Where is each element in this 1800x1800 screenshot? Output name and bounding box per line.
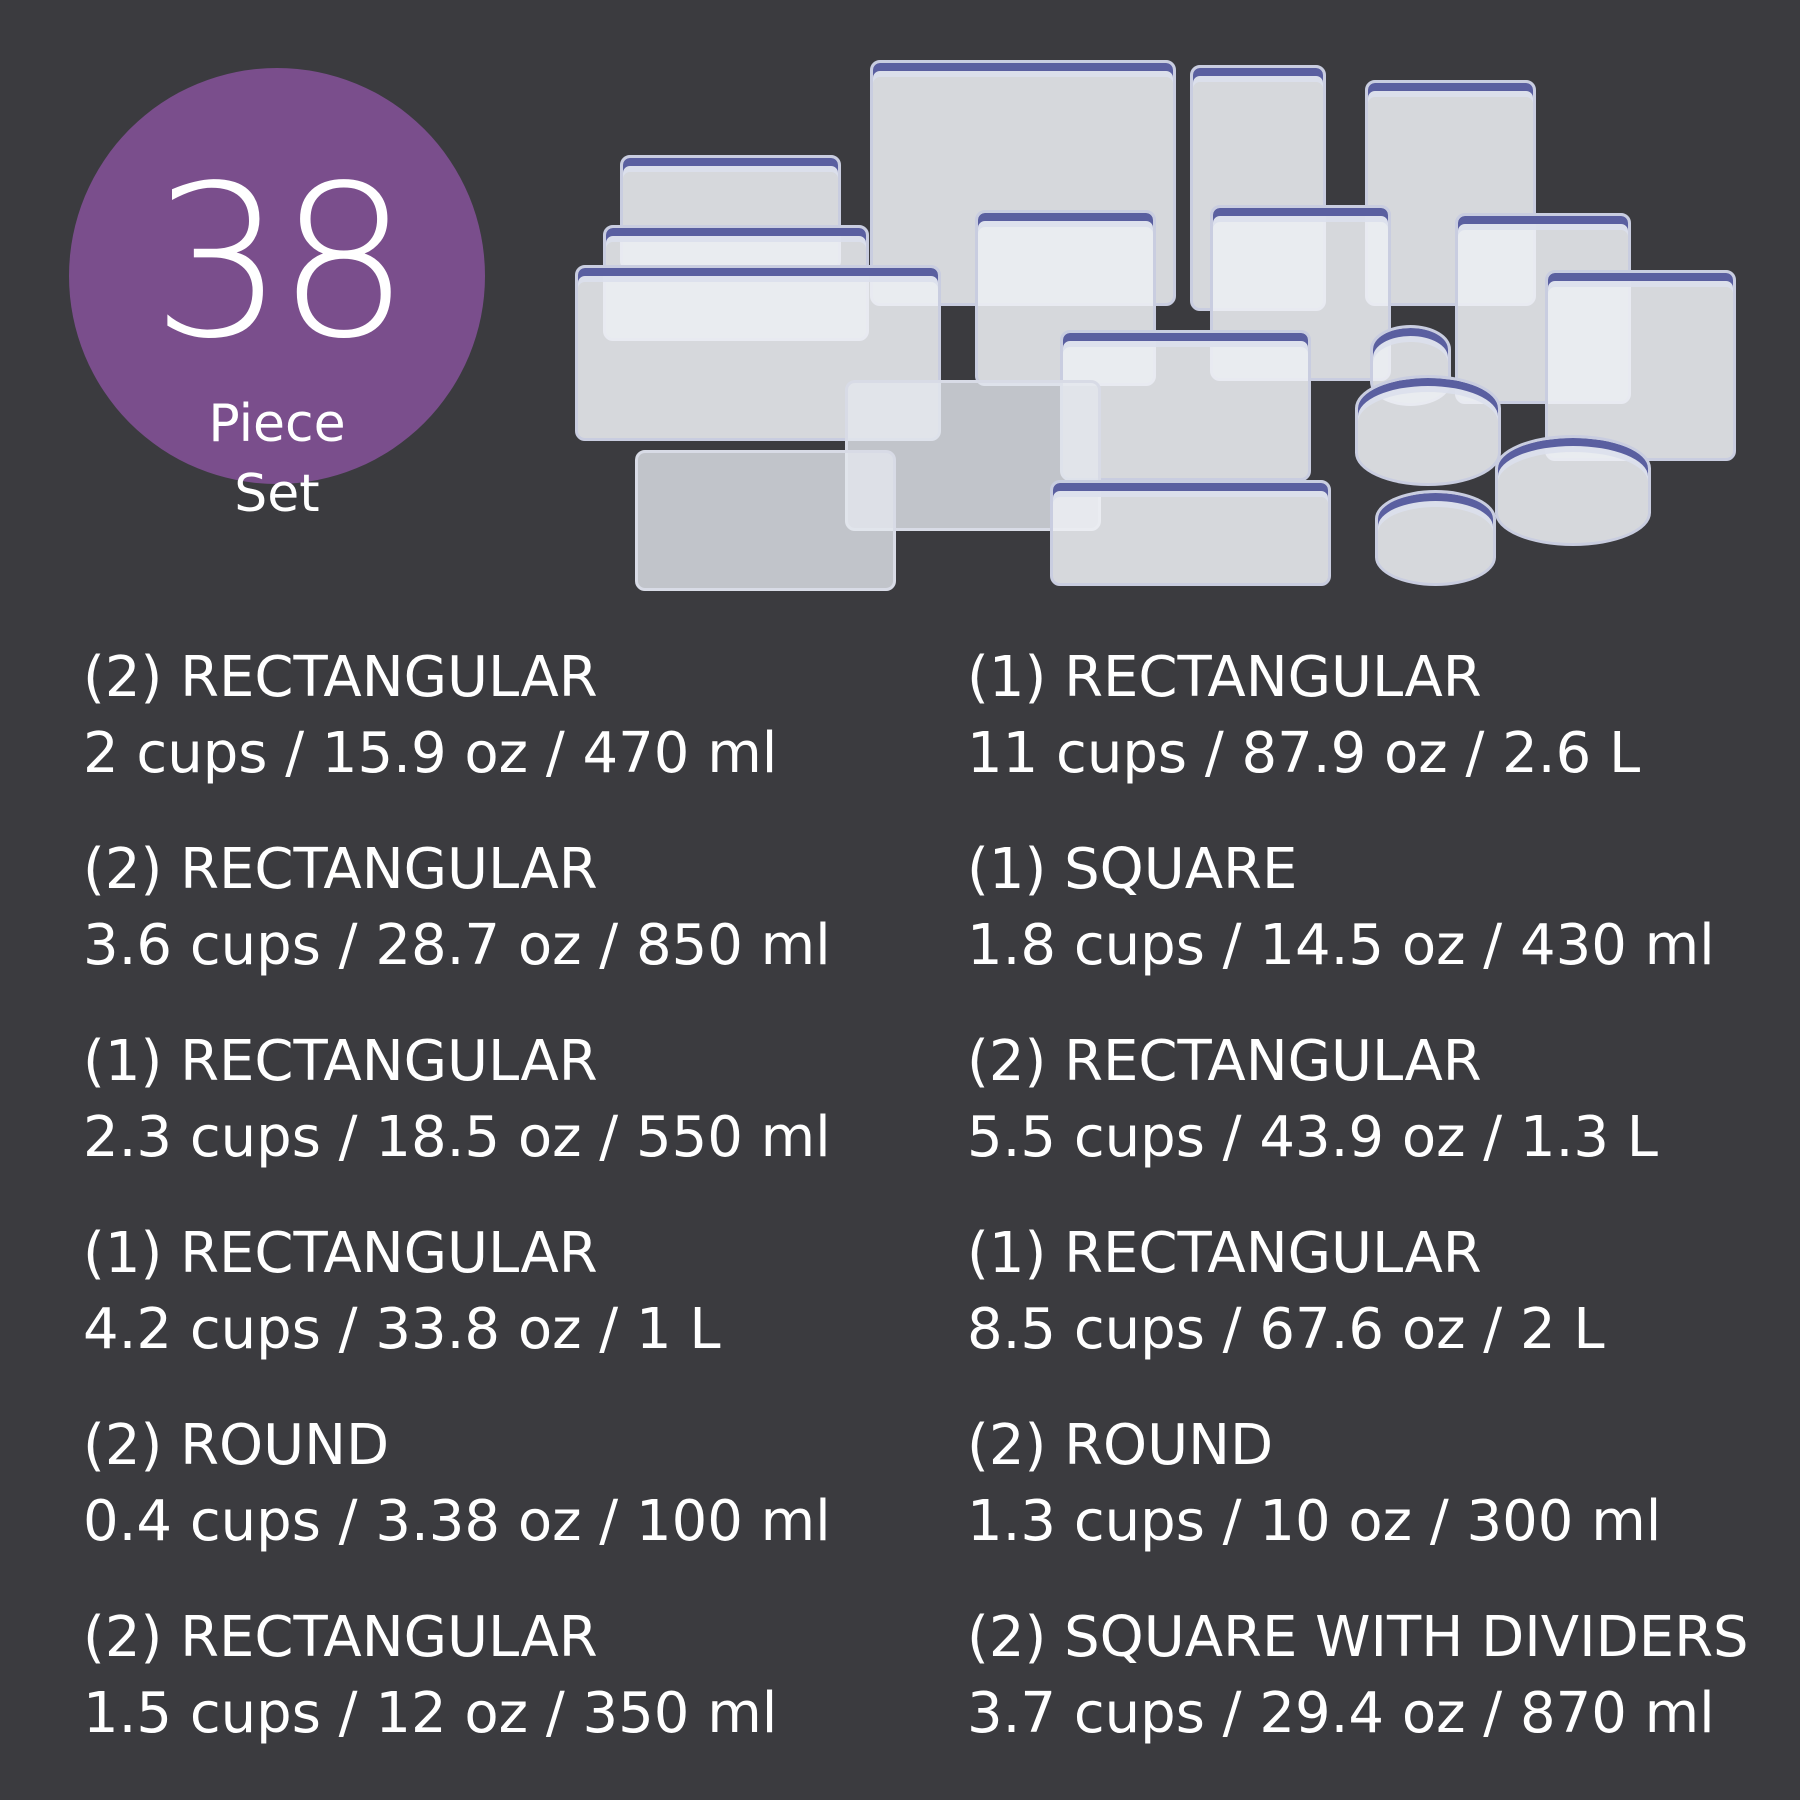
spec-size: 1.8 cups / 14.5 oz / 430 ml [967, 913, 1715, 978]
spec-title: (1) SQUARE [967, 837, 1298, 902]
spec-item: (2) ROUND 1.3 cups / 10 oz / 300 ml [967, 1408, 1661, 1560]
spec-size: 3.7 cups / 29.4 oz / 870 ml [967, 1681, 1715, 1746]
spec-title: (1) RECTANGULAR [967, 1221, 1482, 1286]
spec-item: (2) SQUARE WITH DIVIDERS 3.7 cups / 29.4 … [967, 1600, 1749, 1752]
spec-size: 3.6 cups / 28.7 oz / 850 ml [83, 913, 831, 978]
piece-count: 38 [151, 140, 410, 385]
container [1050, 480, 1331, 586]
spec-size: 0.4 cups / 3.38 oz / 100 ml [83, 1489, 831, 1554]
food-storage-containers-image [570, 55, 1740, 600]
spec-title: (2) ROUND [967, 1413, 1274, 1478]
round-container [1375, 490, 1496, 586]
spec-title: (2) RECTANGULAR [83, 837, 598, 902]
container [1545, 270, 1736, 461]
piece-count-badge: 38 Piece Set [69, 68, 485, 524]
spec-title: (2) RECTANGULAR [967, 1029, 1482, 1094]
spec-size: 1.3 cups / 10 oz / 300 ml [967, 1489, 1662, 1554]
spec-size: 5.5 cups / 43.9 oz / 1.3 L [967, 1105, 1659, 1170]
spec-size: 8.5 cups / 67.6 oz / 2 L [967, 1297, 1605, 1362]
spec-size: 11 cups / 87.9 oz / 2.6 L [967, 721, 1641, 786]
spec-item: (2) ROUND 0.4 cups / 3.38 oz / 100 ml [83, 1408, 831, 1560]
spec-item: (1) RECTANGULAR 8.5 cups / 67.6 oz / 2 L [967, 1216, 1605, 1368]
spec-title: (1) RECTANGULAR [967, 645, 1482, 710]
round-container [1355, 375, 1501, 486]
spec-size: 4.2 cups / 33.8 oz / 1 L [83, 1297, 721, 1362]
spec-item: (1) SQUARE 1.8 cups / 14.5 oz / 430 ml [967, 832, 1715, 984]
round-container [1495, 435, 1651, 546]
spec-title: (2) RECTANGULAR [83, 645, 598, 710]
spec-item: (2) RECTANGULAR 2 cups / 15.9 oz / 470 ml [83, 640, 777, 792]
spec-size: 1.5 cups / 12 oz / 350 ml [83, 1681, 778, 1746]
spec-title: (1) RECTANGULAR [83, 1029, 598, 1094]
spec-item: (2) RECTANGULAR 3.6 cups / 28.7 oz / 850 … [83, 832, 831, 984]
spec-item: (1) RECTANGULAR 4.2 cups / 33.8 oz / 1 L [83, 1216, 721, 1368]
container-with-dividers [635, 450, 896, 591]
spec-size: 2 cups / 15.9 oz / 470 ml [83, 721, 778, 786]
spec-title: (2) RECTANGULAR [83, 1605, 598, 1670]
spec-title: (2) SQUARE WITH DIVIDERS [967, 1605, 1749, 1670]
spec-size: 2.3 cups / 18.5 oz / 550 ml [83, 1105, 831, 1170]
badge-line-1: Piece [208, 394, 346, 454]
spec-item: (1) RECTANGULAR 11 cups / 87.9 oz / 2.6 L [967, 640, 1640, 792]
spec-item: (1) RECTANGULAR 2.3 cups / 18.5 oz / 550 … [83, 1024, 831, 1176]
container [1060, 330, 1311, 481]
spec-item: (2) RECTANGULAR 1.5 cups / 12 oz / 350 ml [83, 1600, 777, 1752]
spec-item: (2) RECTANGULAR 5.5 cups / 43.9 oz / 1.3 … [967, 1024, 1658, 1176]
spec-title: (2) ROUND [83, 1413, 390, 1478]
badge-line-2: Set [234, 464, 320, 524]
spec-title: (1) RECTANGULAR [83, 1221, 598, 1286]
